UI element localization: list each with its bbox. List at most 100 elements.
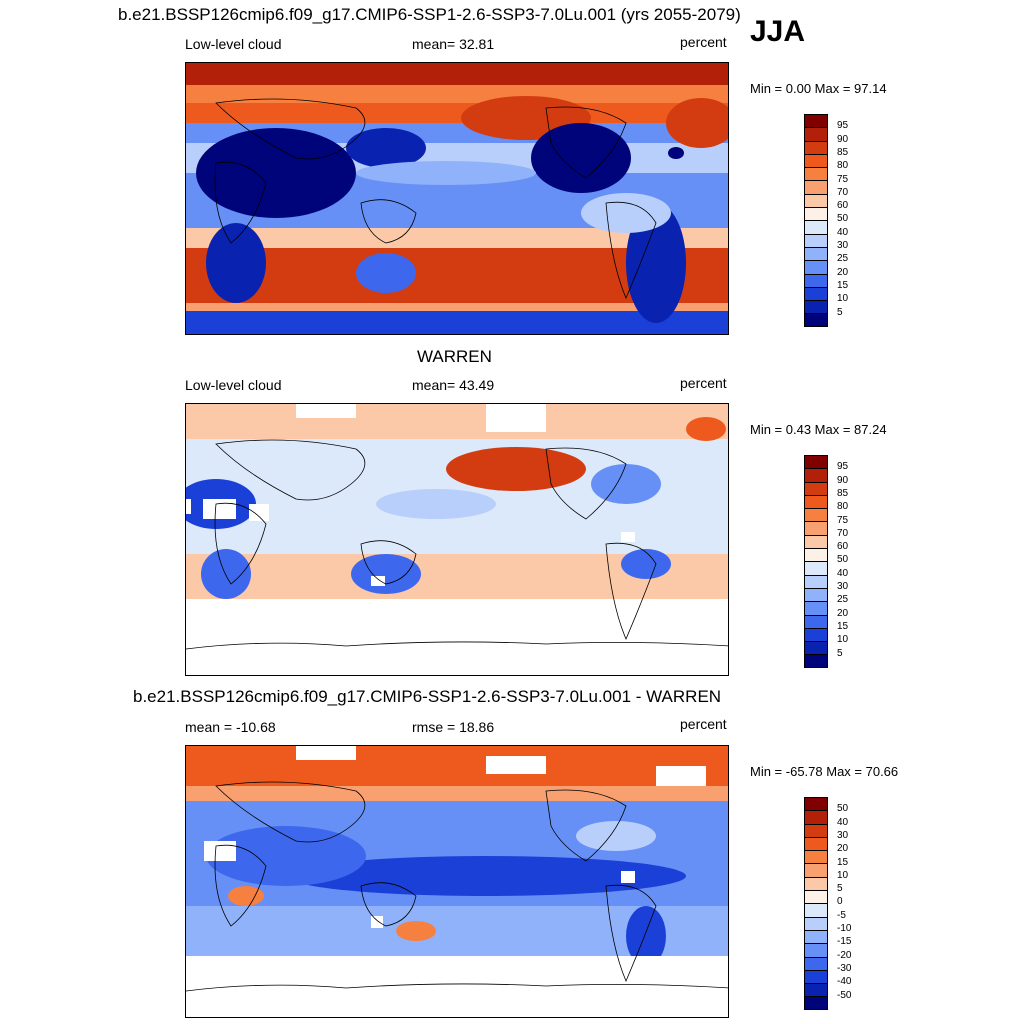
panel1-map-field (186, 63, 728, 334)
panel2-colorbar-cell (804, 548, 828, 562)
panel1-colorbar-cell (804, 180, 828, 194)
panel2-colorbar-cell (804, 641, 828, 655)
panel2-colorbar-cell (804, 508, 828, 522)
panel1-colorbar-tick-label: 75 (837, 173, 849, 185)
panel3-colorbar-cell (804, 836, 828, 851)
panel3-colorbar-tick-label: -15 (837, 936, 852, 948)
panel1-colorbar-cell (804, 300, 828, 314)
panel3-colorbar-tick-label: -10 (837, 923, 852, 934)
panel2-colorbar-cell (804, 455, 828, 469)
panel2-mean-label: mean= 43.49 (412, 377, 495, 393)
panel3-map-field (186, 746, 728, 1017)
panel3-colorbar-cell (804, 916, 828, 930)
panel2-units-label: percent (680, 375, 727, 391)
panel1-colorbar-cell (804, 193, 828, 208)
panel1-minmax: Min = 0.00 Max = 97.14 (750, 81, 887, 96)
panel1-colorbar-cell (804, 127, 828, 141)
panel3-colorbar-cell (804, 943, 828, 957)
panel3-colorbar-cell (804, 890, 828, 904)
panel2-colorbar-cell (804, 534, 828, 549)
panel1-colorbar-tick-label: 90 (837, 133, 849, 145)
panel2-minmax: Min = 0.43 Max = 87.24 (750, 422, 887, 437)
panel2-map-field (186, 404, 728, 675)
panel2-colorbar-tick-label: 85 (837, 487, 849, 499)
panel3-rmse-label: rmse = 18.86 (412, 719, 495, 735)
panel1-colorbar-tick-label: 70 (837, 186, 849, 198)
panel3-colorbar-cell (804, 929, 828, 944)
panel3-colorbar-cell (804, 969, 828, 984)
panel1-colorbar-cell (804, 114, 828, 128)
panel1-colorbar-cell (804, 313, 828, 327)
panel3-colorbar-tick-label: -30 (837, 962, 852, 974)
panel3-colorbar-tick-label: 20 (837, 843, 849, 855)
panel1-colorbar (804, 114, 828, 327)
panel1-colorbar-tick-label: 20 (837, 266, 849, 278)
panel2-colorbar-cell (804, 574, 828, 588)
panel2-colorbar-tick-label: 50 (837, 554, 849, 566)
panel1-colorbar-tick-label: 85 (837, 146, 849, 158)
panel1-colorbar-tick-label: 15 (837, 279, 849, 291)
panel2-colorbar-cell (804, 494, 828, 509)
panel1-colorbar-cell (804, 207, 828, 221)
panel3-colorbar-cell (804, 810, 828, 824)
panel2-colorbar-cell (804, 654, 828, 668)
panel1-map (185, 62, 729, 335)
panel2-colorbar-tick-label: 75 (837, 514, 849, 526)
panel3-colorbar-cell (804, 823, 828, 837)
panel3-colorbar-tick-label: -20 (837, 949, 852, 961)
panel2-colorbar-tick-label: 95 (837, 461, 849, 473)
panel3-minmax: Min = -65.78 Max = 70.66 (750, 764, 899, 779)
panel1-colorbar-cell (804, 273, 828, 287)
panel1-units-label: percent (680, 34, 727, 50)
panel2-colorbar-cell (804, 521, 828, 535)
panel2-title: WARREN (417, 347, 492, 366)
panel2-colorbar-cell (804, 587, 828, 602)
panel3-colorbar-tick-label: -40 (837, 976, 852, 988)
panel2-colorbar-tick-label: 25 (837, 594, 849, 606)
panel1-colorbar-cell (804, 140, 828, 154)
panel2-colorbar-tick-label: 80 (837, 501, 849, 513)
panel1-colorbar-tick-label: 50 (837, 213, 849, 225)
panel3-colorbar-tick-label: -5 (837, 909, 846, 921)
panel1-colorbar-cell (804, 286, 828, 301)
panel3-colorbar-tick-label: 50 (837, 803, 849, 815)
panel2-variable-label: Low-level cloud (185, 377, 282, 393)
panel1-mean-label: mean= 32.81 (412, 36, 495, 52)
panel3-colorbar-cell (804, 850, 828, 864)
panel2-colorbar-cell (804, 481, 828, 495)
panel3-title: b.e21.BSSP126cmip6.f09_g17.CMIP6-SSP1-2.… (133, 687, 722, 706)
panel2-colorbar-tick-label: 70 (837, 527, 849, 539)
panel2-colorbar-cell (804, 468, 828, 482)
panel3-colorbar-cell (804, 956, 828, 970)
panel3-mean-label: mean = -10.68 (185, 719, 276, 735)
panel2-colorbar-cell (804, 601, 828, 615)
panel3-colorbar (804, 797, 828, 1010)
panel1-colorbar-tick-label: 40 (837, 226, 849, 238)
panel1-colorbar-tick-label: 30 (837, 240, 849, 251)
panel3-colorbar-cell (804, 876, 828, 891)
panel3-colorbar-tick-label: 5 (837, 883, 843, 895)
panel3-colorbar-tick-label: 10 (837, 869, 849, 881)
panel2-colorbar-tick-label: 30 (837, 581, 849, 592)
panel2-colorbar-cell (804, 614, 828, 628)
panel1-variable-label: Low-level cloud (185, 36, 282, 52)
panel2-colorbar-tick-label: 60 (837, 541, 849, 553)
panel2-colorbar-tick-label: 20 (837, 607, 849, 619)
panel1-colorbar-cell (804, 153, 828, 168)
panel3-colorbar-cell (804, 903, 828, 917)
panel2-colorbar-tick-label: 15 (837, 620, 849, 632)
panel2-colorbar-tick-label: 40 (837, 567, 849, 579)
figure-title: b.e21.BSSP126cmip6.f09_g17.CMIP6-SSP1-2.… (118, 5, 741, 24)
panel2-colorbar-tick-label: 10 (837, 634, 849, 646)
panel1-colorbar-tick-label: 95 (837, 120, 849, 132)
panel3-colorbar-tick-label: 15 (837, 856, 849, 868)
panel1-colorbar-cell (804, 220, 828, 234)
panel1-colorbar-tick-label: 25 (837, 253, 849, 265)
panel1-colorbar-cell (804, 246, 828, 261)
panel1-colorbar-tick-label: 60 (837, 200, 849, 212)
panel3-colorbar-tick-label: 30 (837, 829, 849, 841)
panel2-colorbar-tick-label: 5 (837, 647, 843, 659)
panel1-colorbar-cell (804, 260, 828, 274)
panel1-colorbar-tick-label: 80 (837, 160, 849, 172)
panel3-colorbar-cell (804, 983, 828, 997)
